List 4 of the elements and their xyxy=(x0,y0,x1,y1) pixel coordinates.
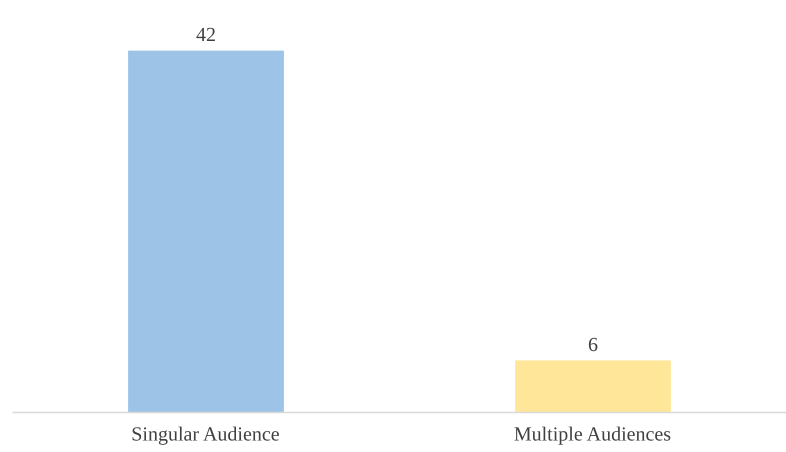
data-label: 6 xyxy=(588,334,598,356)
data-label: 42 xyxy=(196,24,216,46)
x-tick-label: Multiple Audiences xyxy=(514,424,672,446)
x-tick-label: Singular Audience xyxy=(131,424,280,446)
